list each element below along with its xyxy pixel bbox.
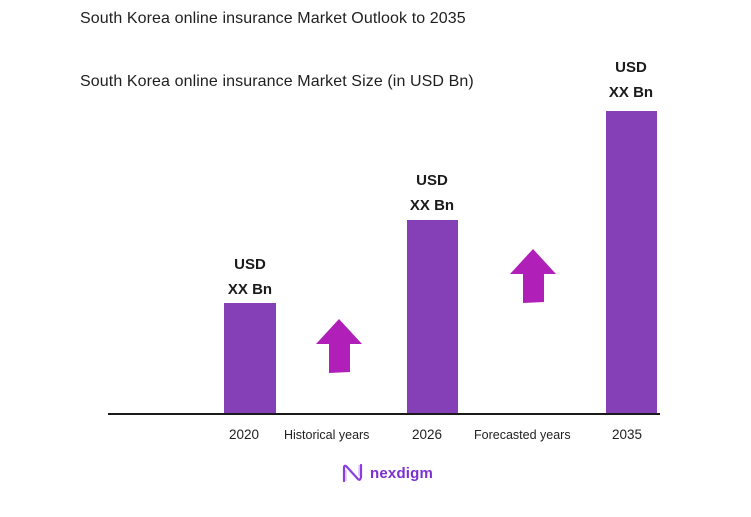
growth-arrow-icon — [510, 249, 556, 303]
x-tick-2026: 2026 — [412, 427, 443, 442]
bar-label-currency: USD — [416, 172, 448, 189]
segment-label-historical: Historical years — [284, 428, 370, 442]
bar-label-currency: USD — [234, 256, 266, 273]
bar-label-2020: USD XX Bn — [210, 252, 290, 302]
brand-logo: nexdigm — [342, 463, 433, 483]
segment-label-forecast: Forecasted years — [474, 428, 571, 442]
bar-2020 — [224, 303, 276, 414]
nexdigm-logo-icon — [342, 463, 363, 483]
growth-arrow-icon — [316, 319, 362, 373]
bar-2026 — [407, 220, 458, 414]
bar-label-value: XX Bn — [608, 84, 654, 101]
bar-label-2026: USD XX Bn — [392, 168, 472, 218]
chart-subtitle: South Korea online insurance Market Size… — [80, 73, 474, 90]
brand-name: nexdigm — [370, 464, 434, 482]
bar-label-value: XX Bn — [227, 281, 273, 298]
bar-label-value: XX Bn — [409, 197, 455, 214]
x-tick-2020: 2020 — [229, 427, 260, 442]
x-tick-2035: 2035 — [612, 427, 643, 442]
bar-label-currency: USD — [615, 59, 647, 76]
chart-title: South Korea online insurance Market Outl… — [80, 10, 466, 27]
x-axis-baseline — [108, 413, 660, 415]
bar-label-2035: USD XX Bn — [591, 55, 671, 105]
bar-2035 — [606, 111, 657, 414]
